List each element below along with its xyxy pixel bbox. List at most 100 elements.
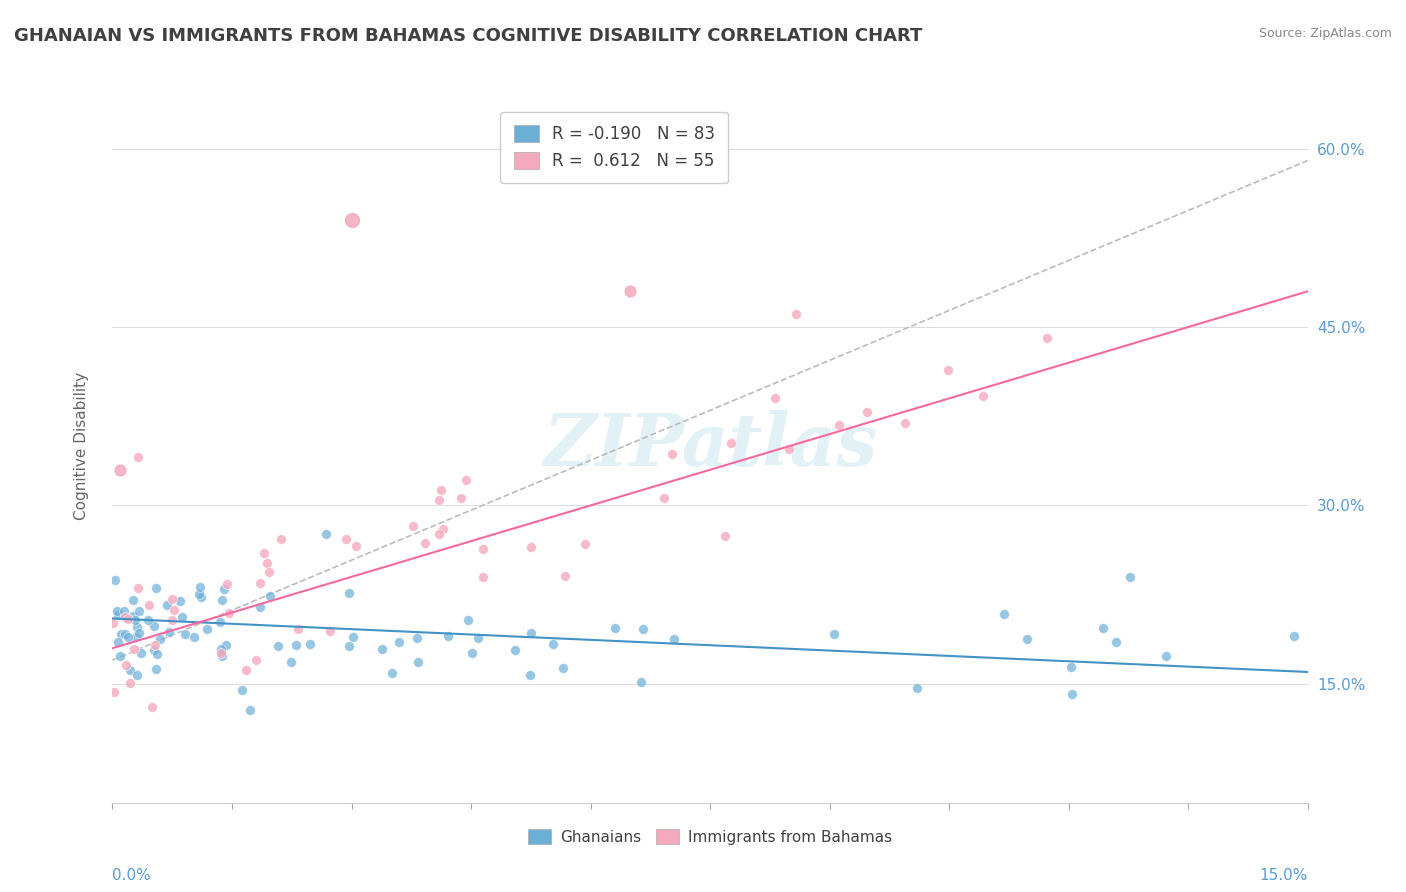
- Point: [785, 307, 807, 321]
- Point: [467, 632, 489, 646]
- Point: [127, 450, 149, 464]
- Point: [145, 582, 167, 596]
- Point: [114, 610, 136, 624]
- Point: [337, 639, 360, 653]
- Point: [125, 620, 148, 634]
- Point: [141, 700, 163, 714]
- Point: [214, 582, 236, 596]
- Point: [450, 491, 472, 505]
- Point: [1154, 648, 1177, 663]
- Point: [163, 602, 186, 616]
- Point: [148, 632, 170, 646]
- Point: [187, 587, 209, 601]
- Point: [520, 626, 543, 640]
- Point: [298, 637, 321, 651]
- Text: 0.0%: 0.0%: [112, 868, 152, 883]
- Point: [541, 637, 564, 651]
- Point: [436, 629, 458, 643]
- Text: ZIPatlas: ZIPatlas: [543, 410, 877, 482]
- Point: [245, 653, 267, 667]
- Point: [520, 541, 543, 555]
- Text: GHANAIAN VS IMMIGRANTS FROM BAHAMAS COGNITIVE DISABILITY CORRELATION CHART: GHANAIAN VS IMMIGRANTS FROM BAHAMAS COGN…: [14, 27, 922, 45]
- Point: [763, 392, 786, 406]
- Point: [218, 607, 240, 621]
- Point: [183, 630, 205, 644]
- Point: [146, 648, 169, 662]
- Point: [138, 599, 160, 613]
- Point: [136, 613, 159, 627]
- Point: [170, 610, 193, 624]
- Point: [894, 416, 917, 430]
- Point: [778, 442, 800, 456]
- Point: [1036, 331, 1059, 345]
- Point: [115, 657, 138, 672]
- Point: [661, 447, 683, 461]
- Point: [211, 593, 233, 607]
- Point: [125, 668, 148, 682]
- Text: 15.0%: 15.0%: [1260, 868, 1308, 883]
- Point: [972, 389, 994, 403]
- Point: [235, 663, 257, 677]
- Point: [519, 668, 541, 682]
- Point: [118, 676, 141, 690]
- Point: [174, 627, 197, 641]
- Point: [402, 519, 425, 533]
- Point: [214, 638, 236, 652]
- Point: [828, 417, 851, 432]
- Point: [905, 681, 928, 695]
- Point: [188, 580, 211, 594]
- Point: [108, 648, 131, 663]
- Point: [127, 582, 149, 596]
- Point: [231, 683, 253, 698]
- Point: [432, 522, 454, 536]
- Point: [257, 566, 280, 580]
- Point: [406, 655, 429, 669]
- Point: [340, 213, 363, 227]
- Point: [156, 598, 179, 612]
- Point: [664, 632, 686, 647]
- Point: [427, 526, 450, 541]
- Point: [121, 593, 143, 607]
- Point: [280, 655, 302, 669]
- Point: [256, 557, 278, 571]
- Point: [120, 663, 142, 677]
- Point: [574, 537, 596, 551]
- Point: [388, 635, 411, 649]
- Point: [472, 570, 495, 584]
- Point: [117, 630, 139, 644]
- Point: [208, 615, 231, 629]
- Point: [1119, 570, 1142, 584]
- Point: [342, 631, 364, 645]
- Point: [472, 541, 495, 556]
- Point: [209, 641, 232, 656]
- Point: [1105, 635, 1128, 649]
- Point: [335, 532, 357, 546]
- Y-axis label: Cognitive Disability: Cognitive Disability: [75, 372, 89, 520]
- Point: [406, 631, 429, 645]
- Point: [143, 638, 166, 652]
- Point: [287, 622, 309, 636]
- Point: [427, 493, 450, 508]
- Legend: Ghanaians, Immigrants from Bahamas: Ghanaians, Immigrants from Bahamas: [520, 821, 900, 852]
- Point: [337, 586, 360, 600]
- Point: [270, 532, 292, 546]
- Point: [190, 591, 212, 605]
- Point: [145, 661, 167, 675]
- Point: [631, 622, 654, 636]
- Point: [554, 569, 576, 583]
- Point: [603, 622, 626, 636]
- Point: [114, 626, 136, 640]
- Point: [142, 618, 165, 632]
- Point: [370, 642, 392, 657]
- Point: [103, 616, 125, 631]
- Point: [169, 593, 191, 607]
- Point: [1060, 687, 1083, 701]
- Point: [249, 600, 271, 615]
- Point: [456, 473, 478, 487]
- Point: [720, 435, 742, 450]
- Point: [110, 627, 132, 641]
- Point: [249, 575, 271, 590]
- Point: [259, 590, 281, 604]
- Point: [209, 646, 232, 660]
- Point: [129, 646, 152, 660]
